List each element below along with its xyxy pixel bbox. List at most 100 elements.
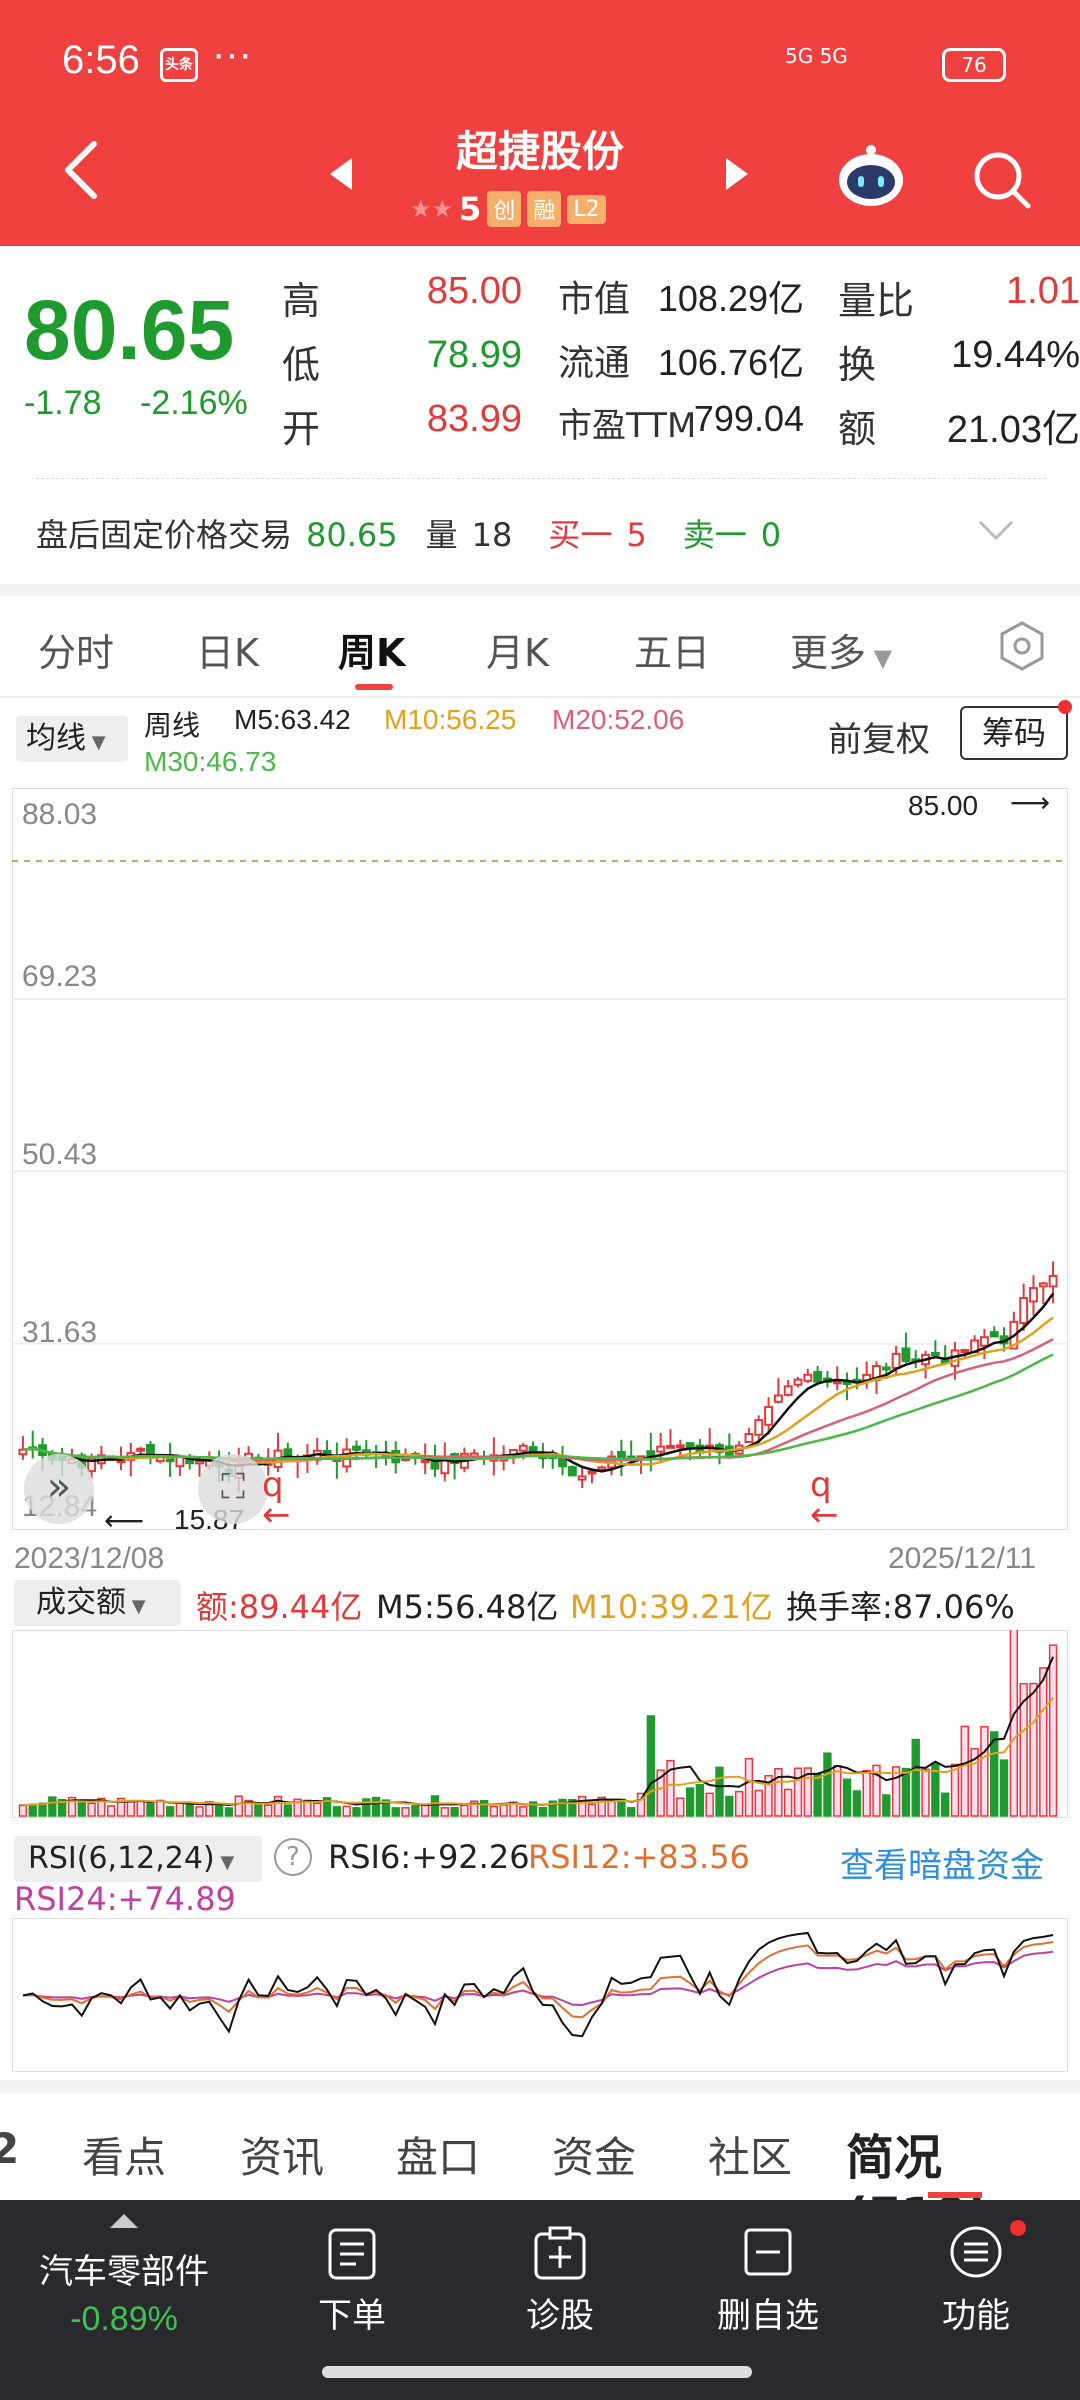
event-marker-2[interactable]: q ← xyxy=(810,1465,839,1535)
buy1-label: 买一 xyxy=(548,516,613,554)
diagnose-label: 诊股 xyxy=(526,2296,594,2336)
volume-bar xyxy=(891,1766,901,1817)
volume-bar xyxy=(950,1763,960,1817)
stock-title: 超捷股份 xyxy=(455,127,624,176)
volume-bar xyxy=(411,1805,420,1817)
help-icon[interactable]: ? xyxy=(274,1838,312,1876)
volume-m10-line xyxy=(22,1697,1054,1807)
robot-assistant-icon[interactable] xyxy=(836,144,906,210)
volume-bar xyxy=(990,1731,999,1817)
tab-intraday[interactable]: 分时 xyxy=(38,631,115,675)
sector-indicator[interactable]: 汽车零部件 -0.89% xyxy=(0,2200,248,2400)
tab-news[interactable]: 资讯 xyxy=(240,2133,325,2182)
expand-history-icon[interactable]: » xyxy=(24,1454,94,1524)
tab-community[interactable]: 社区 xyxy=(708,2133,793,2182)
adjust-mode[interactable]: 前复权 xyxy=(828,720,930,760)
volume-chart[interactable] xyxy=(12,1630,1068,1818)
pe-value: 799.04 xyxy=(693,398,804,439)
after-hours-vol-label: 量 xyxy=(425,516,458,554)
diagnose-button[interactable]: 诊股 xyxy=(460,2200,660,2400)
y-tick-31: 31.63 xyxy=(22,1316,98,1349)
candle-body xyxy=(813,1371,823,1383)
volume-bar xyxy=(617,1798,626,1817)
chips-button[interactable]: 筹码 xyxy=(960,706,1068,760)
volume-bar xyxy=(852,1790,862,1817)
volume-bar xyxy=(1039,1667,1048,1817)
ma5-line xyxy=(22,1292,1055,1473)
caret-down-icon: ▼ xyxy=(214,1852,235,1873)
chevron-down-icon[interactable] xyxy=(978,518,1014,542)
high-label: 高 xyxy=(282,279,321,323)
volume-bar xyxy=(77,1802,86,1817)
tab-monthly-k[interactable]: 月K xyxy=(486,631,549,675)
function-button[interactable]: 功能 xyxy=(876,2200,1076,2400)
rsi-chart[interactable] xyxy=(12,1918,1068,2072)
next-stock-icon[interactable] xyxy=(726,158,748,190)
tab-daily-k[interactable]: 日K xyxy=(196,631,259,675)
volume-bar xyxy=(921,1768,930,1817)
volume-bar xyxy=(136,1800,145,1817)
volume-selector[interactable]: 成交额 ▼ xyxy=(14,1580,180,1626)
tab-five-day[interactable]: 五日 xyxy=(634,631,711,675)
volume-bar xyxy=(156,1799,165,1817)
tab-more[interactable]: 更多 ▼ xyxy=(790,622,892,677)
event-marker-1[interactable]: q ← xyxy=(262,1465,291,1535)
volume-bar xyxy=(695,1784,705,1817)
candle-body xyxy=(773,1394,783,1403)
ma10-value: M10:56.25 xyxy=(384,704,517,735)
settings-hexagon-icon[interactable] xyxy=(996,620,1048,672)
rank-number: 5 xyxy=(459,190,482,228)
weekly-k-chart[interactable] xyxy=(12,788,1068,1530)
tab-weekly-k[interactable]: 周K xyxy=(338,631,406,675)
volume-bar xyxy=(597,1796,606,1817)
volume-bar xyxy=(175,1801,185,1817)
fullscreen-icon[interactable]: ⛶ xyxy=(198,1454,268,1524)
indicator-selector[interactable]: 均线 ▼ xyxy=(16,716,128,762)
caret-up-icon xyxy=(110,2214,138,2228)
volume-bar xyxy=(214,1804,224,1817)
signal-icon: 5G 5G xyxy=(785,44,848,68)
event-marker-2-label: q xyxy=(810,1465,832,1505)
back-icon[interactable] xyxy=(62,140,102,200)
ma20-value: M20:52.06 xyxy=(552,704,685,735)
open-value: 83.99 xyxy=(426,398,522,440)
tab-highlights[interactable]: 看点 xyxy=(82,2133,167,2182)
last-price: 80.65 xyxy=(24,283,235,377)
rsi6-value: RSI6:+92.26 xyxy=(328,1838,530,1876)
period-tabs: 分时 日K 周K 月K 五日 更多 ▼ xyxy=(0,600,1080,696)
tab-funds[interactable]: 资金 xyxy=(552,2133,637,2182)
tab-partial[interactable]: 2 xyxy=(0,2124,20,2173)
high-value: 85.00 xyxy=(426,270,522,312)
prev-stock-icon[interactable] xyxy=(330,158,352,190)
volume-bar xyxy=(823,1752,832,1817)
volume-bar xyxy=(18,1804,28,1817)
tab-orderbook[interactable]: 盘口 xyxy=(396,2133,481,2182)
tag-chuang: 创 xyxy=(487,191,522,227)
turnover-rate-value: 换手率:87.06% xyxy=(786,1588,1015,1626)
after-hours-vol: 18 xyxy=(471,516,513,554)
volume-bar xyxy=(283,1804,292,1817)
y-tick-88: 88.03 xyxy=(22,798,98,831)
home-indicator[interactable] xyxy=(322,2366,752,2378)
volume-bar xyxy=(264,1804,273,1817)
float-value: 106.76亿 xyxy=(657,342,804,383)
remove-watchlist-button[interactable]: 删自选 xyxy=(668,2200,868,2400)
dark-pool-link[interactable]: 查看暗盘资金 xyxy=(840,1846,1044,1886)
search-icon[interactable] xyxy=(970,148,1032,210)
volume-bar xyxy=(1009,1630,1019,1817)
volume-bar xyxy=(587,1803,597,1817)
candle-body xyxy=(901,1347,911,1363)
after-hours-row[interactable]: 盘后固定价格交易 80.65 量 18 买一 5 卖一 0 xyxy=(36,510,781,556)
order-button[interactable]: 下单 xyxy=(252,2200,452,2400)
volume-bar xyxy=(882,1794,891,1817)
rsi-selector[interactable]: RSI(6,12,24) ▼ xyxy=(14,1836,262,1882)
volume-bar xyxy=(440,1807,449,1817)
candle-body xyxy=(518,1444,528,1452)
candle-body xyxy=(195,1459,204,1465)
volume-bar xyxy=(833,1765,842,1817)
amount-label: 额 xyxy=(838,407,877,451)
candle-body xyxy=(175,1455,185,1468)
volume-selector-label: 成交额 xyxy=(36,1585,126,1620)
volume-bar xyxy=(1029,1682,1038,1817)
candle-body xyxy=(881,1366,891,1371)
